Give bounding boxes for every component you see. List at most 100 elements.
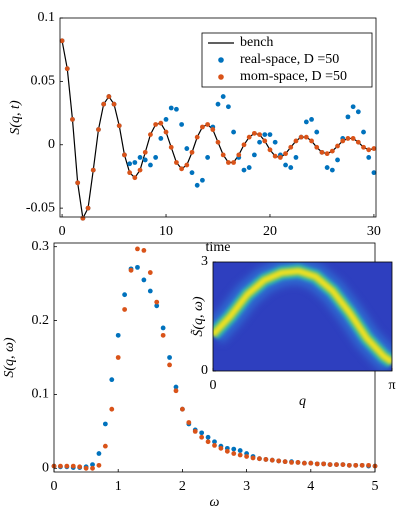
legend: bench real-space, D =50 mom-space, D =50 (201, 32, 373, 88)
x-tick-label: 0 (210, 378, 217, 393)
point (199, 430, 205, 436)
point (244, 454, 250, 459)
point (115, 355, 121, 360)
point (96, 451, 102, 456)
point (180, 406, 185, 412)
point (167, 355, 172, 360)
point (106, 94, 112, 99)
point (186, 420, 192, 425)
point (205, 155, 211, 160)
point (96, 127, 101, 132)
point (153, 122, 159, 127)
point (212, 443, 217, 448)
point (141, 277, 147, 283)
point (366, 155, 372, 160)
point (194, 182, 200, 188)
point (135, 246, 140, 252)
x-tick-label: 1 (115, 479, 122, 494)
point (263, 457, 269, 462)
point (314, 144, 320, 150)
point (122, 307, 128, 312)
point (361, 144, 366, 150)
point (218, 445, 224, 451)
point (205, 122, 211, 127)
point (168, 144, 174, 150)
point (359, 462, 365, 468)
point (64, 463, 70, 469)
point (262, 132, 268, 138)
point (109, 377, 115, 383)
point (163, 117, 169, 122)
point (314, 461, 320, 467)
legend-label: real-space, D =50 (240, 52, 339, 67)
point (345, 136, 351, 141)
point (355, 139, 361, 145)
point (153, 155, 159, 160)
point (154, 299, 160, 305)
point (142, 149, 148, 155)
point (158, 120, 164, 126)
point (295, 459, 301, 465)
point (345, 114, 351, 120)
point (135, 264, 140, 270)
heatmap-ridge (213, 269, 392, 364)
point (102, 421, 108, 427)
point (371, 146, 377, 151)
y-tick-label: 0 (42, 461, 49, 476)
point (184, 146, 190, 151)
x-tick-label: 2 (179, 479, 186, 494)
x-tick-label: 4 (307, 479, 314, 494)
point (329, 167, 335, 173)
point (241, 142, 247, 148)
point (225, 160, 231, 165)
y-tick-label: 3 (201, 254, 208, 269)
axes: 0 1 2 3 4 5 0 0.1 0.2 0.3 ω S(q, ω) (2, 239, 378, 510)
y-tick-label: 0 (48, 137, 55, 152)
point (132, 175, 138, 181)
point (59, 38, 65, 44)
point (246, 165, 252, 170)
point (200, 177, 205, 183)
legend-label: mom-space, D =50 (240, 69, 347, 84)
axes: 0 10 20 30 -0.05 0 0.05 0.1 time S(q, t) bench real… (8, 10, 381, 255)
point (288, 144, 294, 150)
point (269, 457, 275, 463)
y-tick-label: 0.2 (32, 313, 50, 328)
point (257, 456, 262, 462)
point (160, 325, 166, 331)
x-tick-label: 10 (159, 224, 173, 239)
legend-box (201, 32, 373, 88)
point (220, 94, 226, 99)
point (58, 463, 63, 469)
point (355, 109, 361, 115)
point (237, 452, 243, 458)
point (142, 157, 148, 163)
point (303, 134, 309, 140)
point (80, 215, 86, 221)
point (115, 332, 121, 338)
point (158, 136, 164, 141)
point (335, 143, 340, 149)
point (241, 167, 247, 173)
point (77, 464, 83, 470)
point (335, 157, 340, 163)
point (192, 428, 198, 434)
point (137, 155, 143, 160)
point (298, 134, 304, 140)
point (334, 462, 339, 468)
point (75, 180, 81, 186)
point (371, 170, 377, 176)
point (277, 155, 283, 160)
y-tick-label: 0.3 (32, 239, 50, 254)
point (160, 332, 166, 338)
point (366, 147, 372, 153)
point (327, 462, 333, 468)
point (324, 165, 330, 170)
x-axis-label: ω (210, 495, 220, 510)
y-axis-label: S(q, ω) (2, 337, 17, 378)
point (288, 165, 294, 170)
legend-swatch (218, 74, 224, 80)
point (215, 139, 221, 145)
point (231, 451, 237, 456)
